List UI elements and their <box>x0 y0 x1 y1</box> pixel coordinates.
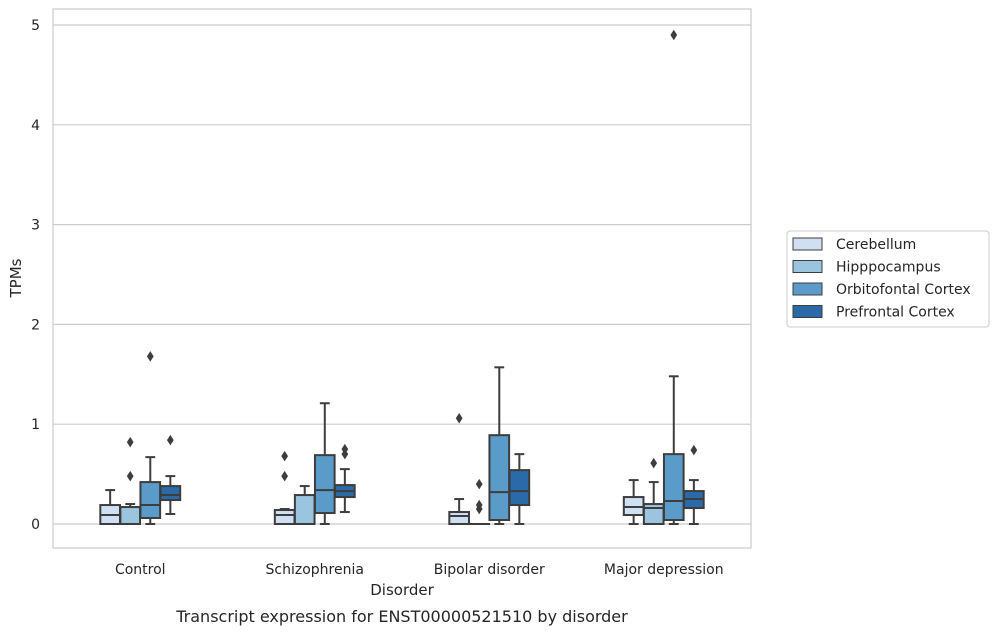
outlier-point <box>341 443 349 455</box>
x-tick-label: Schizophrenia <box>266 562 364 578</box>
box-3-3 <box>683 444 705 525</box>
box-body <box>448 511 470 525</box>
outlier-point <box>281 450 289 462</box>
outlier-point <box>126 436 134 448</box>
legend-label: Hipppocampus <box>836 260 941 276</box>
outlier-point <box>690 444 698 456</box>
y-tick-label: 1 <box>31 417 40 433</box>
legend-label: Prefrontal Cortex <box>836 305 955 321</box>
y-tick-label: 0 <box>31 517 40 533</box>
grid-lines <box>53 24 751 525</box>
y-axis-label: TPMs <box>7 258 25 298</box>
box-1-0 <box>273 450 296 526</box>
legend-swatch <box>792 282 823 296</box>
y-tick-label: 2 <box>31 317 40 333</box>
plot-frame <box>52 8 752 549</box>
box-2-0 <box>448 412 470 525</box>
legend-swatch <box>792 237 823 251</box>
box-2-3 <box>508 453 531 525</box>
outlier-point <box>166 434 174 446</box>
box-body <box>508 469 531 507</box>
box-1-1 <box>293 485 316 526</box>
box-0-2 <box>139 351 162 525</box>
legend-swatch <box>792 305 823 318</box>
box-3-0 <box>622 479 645 525</box>
box-3-2 <box>662 29 685 525</box>
box-1-3 <box>334 443 356 514</box>
box-body <box>139 481 162 520</box>
outlier-point <box>126 470 134 482</box>
x-tick-label: Bipolar disorder <box>434 562 545 578</box>
outlier-point <box>281 470 289 482</box>
box-0-3 <box>159 434 182 516</box>
legend-swatch <box>792 260 823 273</box>
box-body <box>662 453 685 522</box>
outlier-point <box>475 499 483 511</box>
legend-label: Orbitofontal Cortex <box>836 282 971 298</box>
outlier-point <box>475 478 483 490</box>
y-tick-label: 3 <box>31 218 40 234</box>
box-body <box>273 509 296 526</box>
x-tick-label: Control <box>115 562 166 578</box>
legend: Cerebellum Hipppocampus Orbitofontal Corte… <box>786 230 990 328</box>
outlier-point <box>670 29 678 41</box>
x-tick-labels: Control Schizophrenia Bipolar disorder Majo… <box>115 562 724 578</box>
box-2-1 <box>468 478 491 526</box>
x-axis-label: Disorder <box>370 581 434 599</box>
box-1-2 <box>313 402 336 525</box>
x-tick-label: Major depression <box>604 562 724 578</box>
outlier-point <box>650 457 658 469</box>
box-3-1 <box>642 457 665 526</box>
y-tick-label: 4 <box>31 118 40 134</box>
outlier-point <box>455 412 463 424</box>
box-body <box>488 434 511 522</box>
chart-caption: Transcript expression for ENST0000052151… <box>175 607 628 626</box>
legend-frame <box>786 230 990 328</box>
outlier-point <box>146 351 154 362</box>
box-body <box>159 485 182 502</box>
box-0-1 <box>119 436 142 525</box>
box-body <box>313 454 336 515</box>
box-body <box>293 494 316 526</box>
legend-label: Cerebellum <box>836 237 916 253</box>
box-2-2 <box>488 366 511 525</box>
box-0-0 <box>99 489 121 525</box>
box-body <box>119 506 142 525</box>
y-tick-labels: 0 1 2 3 4 5 <box>31 18 40 533</box>
boxes <box>99 29 705 526</box>
y-tick-label: 5 <box>31 18 40 34</box>
